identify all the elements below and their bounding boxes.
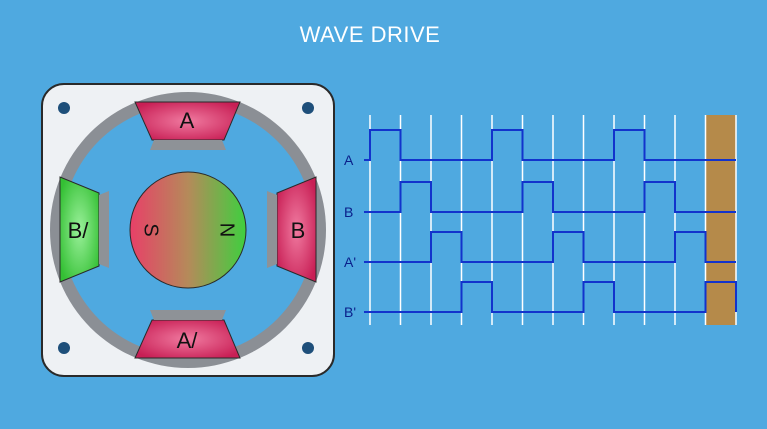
mount-hole-tr	[302, 102, 314, 114]
signal-wave	[364, 181, 736, 213]
pole-b-prime: B/	[59, 176, 109, 283]
pole-a: A	[134, 101, 241, 150]
pole-a-label: A	[180, 108, 195, 133]
diagram-title: WAVE DRIVE	[299, 22, 441, 47]
signal-label: A	[344, 152, 354, 168]
stepper-motor: A A/ B B/ S N	[41, 83, 335, 377]
mount-hole-bl	[58, 342, 70, 354]
signal-label: B'	[344, 304, 356, 320]
rotor-north-label: N	[216, 223, 238, 237]
signal-wave	[364, 129, 736, 161]
highlight-step	[705, 115, 736, 325]
signal-wave	[364, 281, 737, 313]
pole-a-prime-label: A/	[177, 328, 199, 353]
pole-a-prime: A/	[134, 310, 241, 359]
mount-hole-br	[302, 342, 314, 354]
rotor	[129, 171, 247, 289]
signal-label: B	[344, 204, 353, 220]
timing-diagram: A B A' B'	[344, 115, 737, 325]
pole-b-prime-label: B/	[68, 218, 90, 243]
mount-hole-tl	[58, 102, 70, 114]
pole-b-label: B	[291, 218, 306, 243]
signal-label: A'	[344, 254, 356, 270]
pole-b: B	[267, 176, 317, 283]
rotor-south-label: S	[140, 223, 162, 236]
signal-wave	[364, 231, 736, 263]
